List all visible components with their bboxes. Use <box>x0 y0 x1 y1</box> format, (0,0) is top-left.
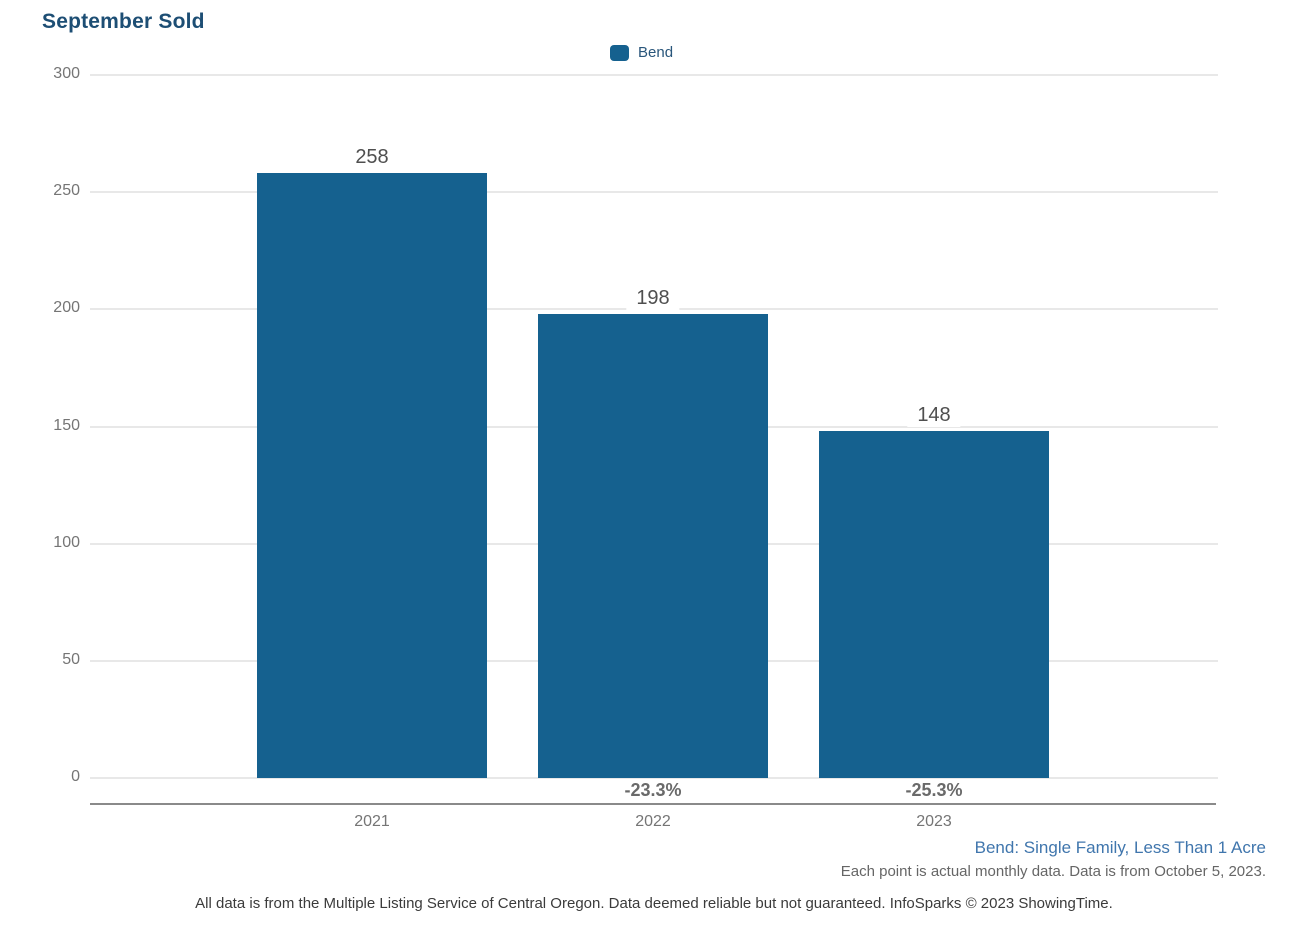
y-gridline <box>90 191 1218 194</box>
y-tick-label: 250 <box>53 182 80 200</box>
bar-pct-label: -23.3% <box>624 780 682 800</box>
y-tick-label: 150 <box>53 416 80 434</box>
disclaimer-text: All data is from the Multiple Listing Se… <box>195 895 1113 912</box>
chart-title: September Sold <box>42 10 205 33</box>
bar-value-label: 258 <box>345 146 399 170</box>
legend-item-bend[interactable]: Bend <box>610 44 673 61</box>
y-gridline <box>90 777 1218 779</box>
y-tick-label: 50 <box>62 650 80 668</box>
y-tick-label: 200 <box>53 299 80 317</box>
bar[interactable] <box>257 173 487 778</box>
legend-swatch-icon <box>610 44 629 61</box>
y-gridline <box>90 74 1218 76</box>
y-tick-label: 0 <box>71 768 80 785</box>
y-tick-label: 100 <box>53 533 80 551</box>
legend-label: Bend <box>638 44 674 61</box>
bar-pct-label: -25.3% <box>905 780 963 800</box>
bar-value-label: 198 <box>626 287 680 311</box>
x-tick-label: 2022 <box>635 813 671 830</box>
bar-value-label: 148 <box>907 404 961 428</box>
bar[interactable] <box>819 431 1049 778</box>
x-axis-line <box>90 803 1216 805</box>
bar[interactable] <box>538 314 768 778</box>
footnote-right-block: Bend: Single Family, Less Than 1 Acre Ea… <box>841 838 1266 881</box>
y-tick-label: 300 <box>53 65 80 82</box>
x-tick-label: 2021 <box>354 813 390 830</box>
data-source-note: Each point is actual monthly data. Data … <box>840 863 1266 880</box>
x-tick-label: 2023 <box>916 813 952 830</box>
series-description-note: Bend: Single Family, Less Than 1 Acre <box>974 838 1266 857</box>
